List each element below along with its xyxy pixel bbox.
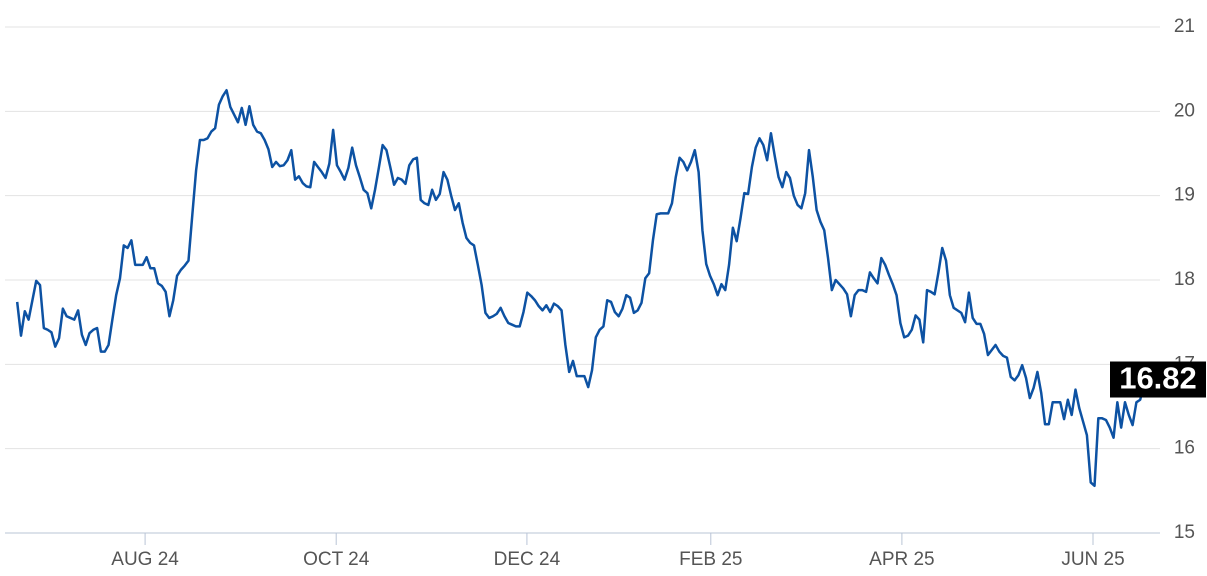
y-tick-label: 21 — [1174, 16, 1195, 37]
y-tick-label: 19 — [1174, 185, 1195, 206]
x-tick-label: AUG 24 — [111, 549, 179, 570]
x-tick-label: DEC 24 — [494, 549, 561, 570]
y-tick-label: 20 — [1174, 100, 1195, 121]
price-line — [15, 89, 1149, 488]
last-value-box — [1110, 361, 1206, 398]
y-tick-label: 18 — [1174, 269, 1195, 290]
y-tick-label: 16 — [1174, 438, 1195, 459]
x-tick-label: FEB 25 — [679, 549, 742, 570]
last-value-label: 16.82 — [1119, 361, 1197, 396]
x-tick-label: JUN 25 — [1061, 549, 1124, 570]
x-tick-label: OCT 24 — [303, 549, 370, 570]
x-tick-label: APR 25 — [869, 549, 934, 570]
y-tick-label: 15 — [1174, 522, 1195, 543]
